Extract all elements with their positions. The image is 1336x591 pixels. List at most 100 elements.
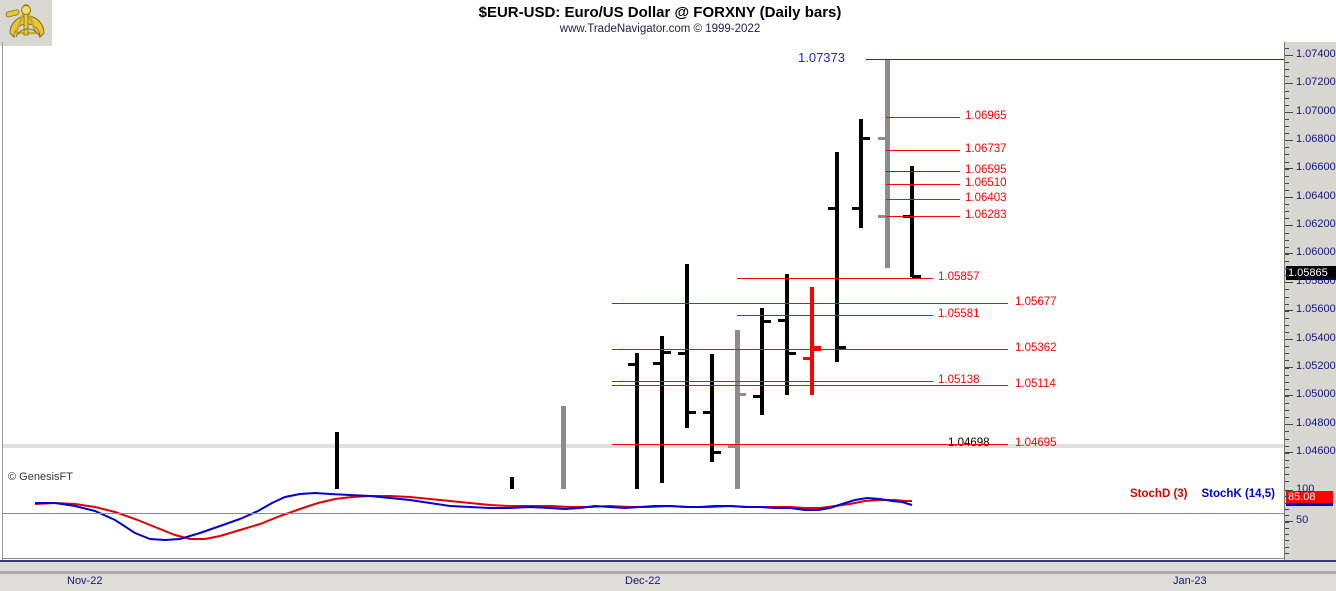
price-bar[interactable]: [710, 354, 714, 462]
level-line[interactable]: [886, 117, 960, 118]
level-label[interactable]: 1.05857: [938, 271, 980, 283]
level-label[interactable]: 1.07373: [798, 50, 845, 65]
stochk-legend-label[interactable]: StochK (14,5): [1201, 488, 1276, 500]
axis-tick: [1285, 453, 1289, 454]
price-axis-label: 1.05200: [1296, 360, 1336, 372]
level-line[interactable]: [886, 183, 960, 185]
stochd-legend-label[interactable]: StochD (3): [1130, 488, 1188, 500]
level-label[interactable]: 1.06595: [965, 164, 1007, 176]
price-panel[interactable]: 1.07373 1.06965 1.06737 1.06595 1.06510 1.064…: [2, 42, 1285, 490]
level-label-struck[interactable]: 1.04698: [948, 437, 990, 449]
chart-title: $EUR-USD: Euro/US Dollar @ FORXNY (Daily…: [478, 4, 842, 21]
level-line[interactable]: [886, 150, 960, 151]
stochk-line[interactable]: [35, 491, 913, 542]
level-label[interactable]: 1.05362: [1015, 341, 1057, 354]
price-axis-label: 1.06600: [1296, 161, 1336, 173]
level-line[interactable]: [737, 315, 933, 316]
axis-tick: [1285, 496, 1289, 497]
axis-tick: [1285, 197, 1293, 198]
stoch-axis-label: 50: [1296, 514, 1309, 526]
axis-tick: [1285, 446, 1289, 447]
ohlc-open-tick: [878, 137, 887, 140]
axis-tick: [1285, 515, 1289, 516]
level-label[interactable]: 1.04695: [1015, 437, 1057, 449]
price-axis-label: 1.05400: [1296, 332, 1336, 344]
price-bar[interactable]: [835, 152, 839, 362]
level-line[interactable]: [886, 215, 960, 217]
axis-tick: [1285, 83, 1293, 84]
level-line[interactable]: [886, 171, 960, 172]
price-bar[interactable]: [685, 264, 689, 428]
price-axis-strip[interactable]: 1.05865 85.08 1.07400 1.07200 1.07000 1.068…: [1285, 42, 1336, 562]
axis-tick: [1285, 162, 1289, 163]
axis-tick: [1285, 98, 1289, 99]
level-label[interactable]: 1.06510: [965, 176, 1007, 189]
axis-tick: [1285, 467, 1289, 468]
ohlc-open-tick: [753, 395, 762, 398]
level-label[interactable]: 1.05581: [938, 308, 980, 320]
stochastic-panel[interactable]: [2, 490, 1285, 560]
axis-tick: [1285, 140, 1293, 141]
price-bar[interactable]: [734, 330, 740, 489]
ohlc-close-tick: [912, 275, 921, 278]
level-line[interactable]: [612, 348, 1008, 350]
axis-tick: [1285, 240, 1289, 241]
price-bar[interactable]: [760, 308, 764, 415]
level-line[interactable]: [866, 58, 1285, 60]
level-line[interactable]: [612, 384, 1008, 386]
axis-tick: [1285, 168, 1293, 169]
axis-tick: [1285, 268, 1289, 269]
price-bar[interactable]: [810, 287, 814, 395]
price-bar[interactable]: [335, 432, 339, 489]
price-axis-label: 1.07000: [1296, 105, 1336, 117]
axis-tick: [1285, 417, 1289, 418]
axis-tick: [1285, 310, 1293, 311]
axis-tick: [1285, 275, 1289, 276]
ohlc-close-tick: [861, 137, 870, 140]
axis-tick: [1285, 332, 1289, 333]
level-line[interactable]: [612, 381, 933, 382]
level-label[interactable]: 1.06283: [965, 208, 1007, 221]
ohlc-close-tick: [687, 411, 696, 414]
price-bar[interactable]: [660, 336, 664, 483]
axis-tick: [1285, 190, 1289, 191]
axis-tick: [1285, 311, 1289, 312]
level-line[interactable]: [737, 278, 933, 279]
axis-tick: [1285, 48, 1289, 49]
price-bar[interactable]: [910, 166, 914, 277]
axis-tick: [1285, 304, 1289, 305]
date-label: Dec-22: [625, 575, 661, 587]
axis-tick: [1285, 339, 1293, 340]
chart-subtitle: www.TradeNavigator.com © 1999-2022: [559, 23, 761, 35]
axis-tick: [1285, 105, 1289, 106]
price-bar[interactable]: [785, 274, 789, 395]
level-label[interactable]: 1.06403: [965, 191, 1007, 204]
level-label[interactable]: 1.05138: [938, 374, 980, 386]
date-axis-strip[interactable]: [0, 562, 1336, 591]
level-line[interactable]: [612, 444, 1008, 445]
axis-tick: [1285, 253, 1293, 254]
level-line[interactable]: [886, 198, 960, 200]
ohlc-open-tick: [878, 215, 887, 218]
axis-tick: [1285, 176, 1289, 177]
price-bar[interactable]: [884, 60, 890, 268]
level-line[interactable]: [612, 303, 1008, 304]
price-bar[interactable]: [510, 477, 514, 489]
level-label[interactable]: 1.06737: [965, 143, 1007, 155]
ohlc-close-tick: [787, 352, 796, 355]
axis-tick: [1285, 154, 1289, 155]
ohlc-open-tick: [852, 207, 861, 210]
price-bar[interactable]: [859, 119, 863, 228]
stoch-current-box: 85.08: [1286, 491, 1333, 506]
price-bar[interactable]: [560, 406, 566, 489]
axis-tick: [1285, 126, 1289, 127]
axis-tick: [1285, 218, 1289, 219]
axis-tick: [1285, 133, 1289, 134]
stochd-line[interactable]: [34, 495, 912, 540]
level-label[interactable]: 1.06965: [965, 110, 1007, 122]
axis-tick: [1285, 382, 1289, 383]
level-label[interactable]: 1.05114: [1015, 377, 1056, 390]
price-bar[interactable]: [635, 353, 639, 489]
axis-tick: [1285, 360, 1289, 361]
level-label[interactable]: 1.05677: [1015, 296, 1057, 308]
